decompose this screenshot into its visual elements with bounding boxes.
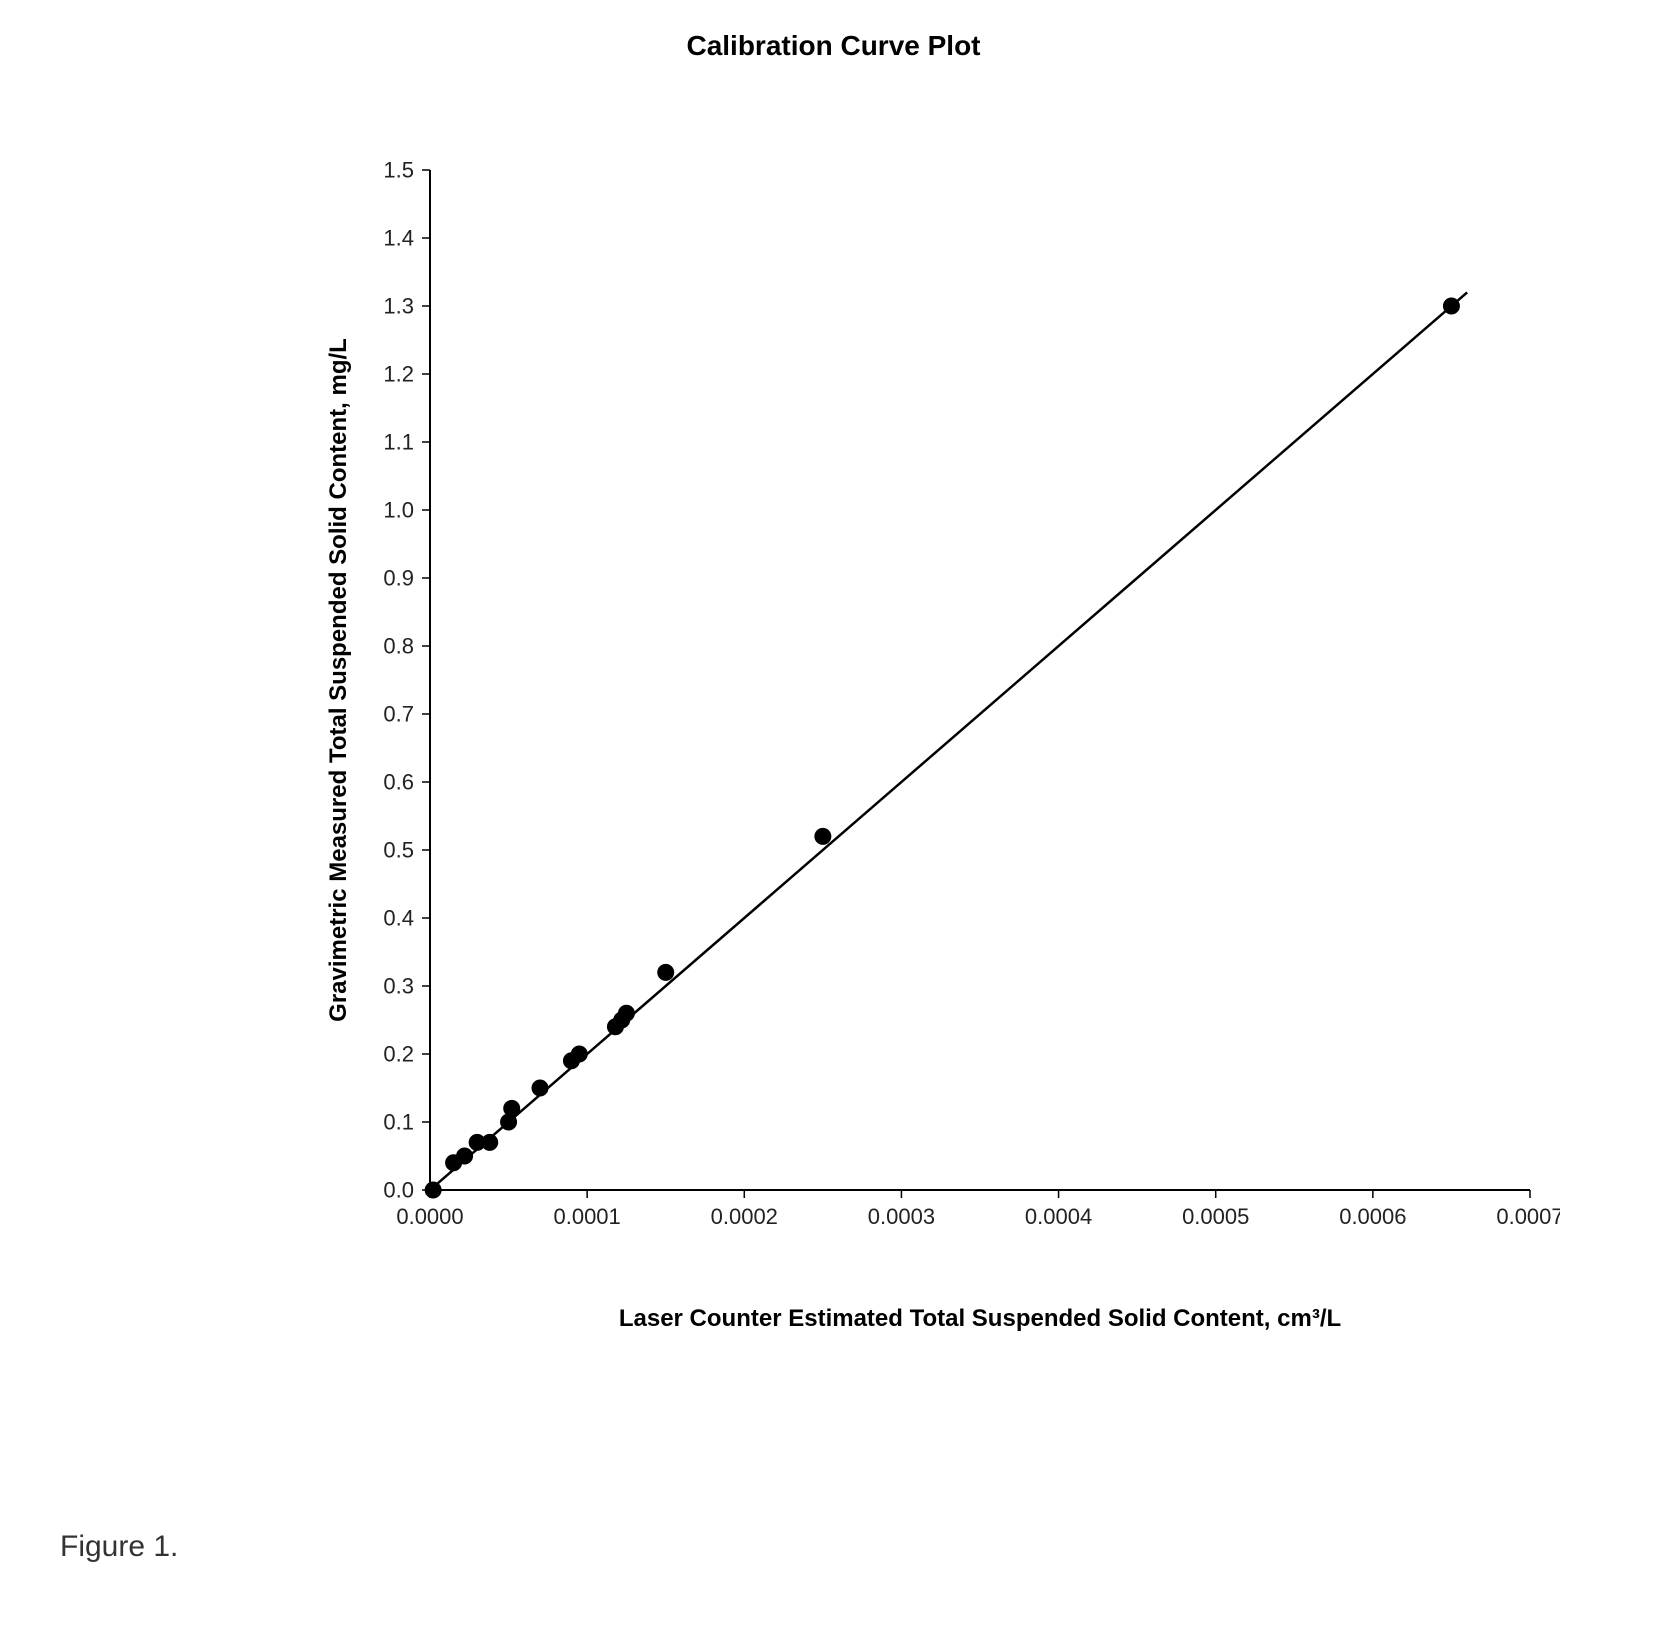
data-point <box>482 1134 498 1150</box>
figure-caption: Figure 1. <box>60 1530 178 1564</box>
x-tick-label: 0.0002 <box>711 1204 778 1229</box>
y-tick-label: 0.7 <box>383 702 414 727</box>
page-root: Calibration Curve Plot 0.00.10.20.30.40.… <box>0 0 1667 1634</box>
data-point <box>815 828 831 844</box>
y-tick-label: 0.0 <box>383 1178 414 1203</box>
x-tick-label: 0.0005 <box>1182 1204 1249 1229</box>
y-tick-label: 0.6 <box>383 770 414 795</box>
y-tick-label: 0.1 <box>383 1110 414 1135</box>
y-tick-label: 0.3 <box>383 974 414 999</box>
y-tick-label: 0.9 <box>383 566 414 591</box>
data-point <box>425 1182 441 1198</box>
data-point <box>457 1148 473 1164</box>
y-tick-label: 0.4 <box>383 906 414 931</box>
y-tick-label: 1.1 <box>383 430 414 455</box>
chart-title: Calibration Curve Plot <box>0 30 1667 62</box>
x-axis-label: Laser Counter Estimated Total Suspended … <box>430 1305 1530 1333</box>
chart-content: 0.0 0.1 0.2 0.3 0.4 0.5 0.6 0.7 0.8 0.9 1.0 1.1 1.2 1… <box>383 158 1560 1229</box>
data-point <box>571 1046 587 1062</box>
y-tick-label: 1.5 <box>383 158 414 183</box>
data-point <box>618 1005 634 1021</box>
data-point <box>658 964 674 980</box>
x-tick-label: 0.0003 <box>868 1204 935 1229</box>
x-tick-label: 0.0007 <box>1496 1204 1560 1229</box>
y-tick-label: 1.3 <box>383 294 414 319</box>
y-axis-label: Gravimetric Measured Total Suspended Sol… <box>325 170 353 1190</box>
x-tick-label: 0.0004 <box>1025 1204 1092 1229</box>
y-tick-label: 0.8 <box>383 634 414 659</box>
y-tick-label: 1.2 <box>383 362 414 387</box>
y-tick-label: 0.5 <box>383 838 414 863</box>
x-tick-label: 0.0001 <box>553 1204 620 1229</box>
x-tick-label: 0.0000 <box>396 1204 463 1229</box>
data-point <box>532 1080 548 1096</box>
y-tick-label: 1.4 <box>383 226 414 251</box>
scatter-chart: 0.0 0.1 0.2 0.3 0.4 0.5 0.6 0.7 0.8 0.9 1.0 1.1 1.2 1… <box>300 150 1560 1280</box>
y-tick-label: 1.0 <box>383 498 414 523</box>
data-point <box>1443 298 1459 314</box>
x-tick-label: 0.0006 <box>1339 1204 1406 1229</box>
y-tick-label: 0.2 <box>383 1042 414 1067</box>
regression-line <box>433 292 1467 1187</box>
data-point <box>504 1100 520 1116</box>
